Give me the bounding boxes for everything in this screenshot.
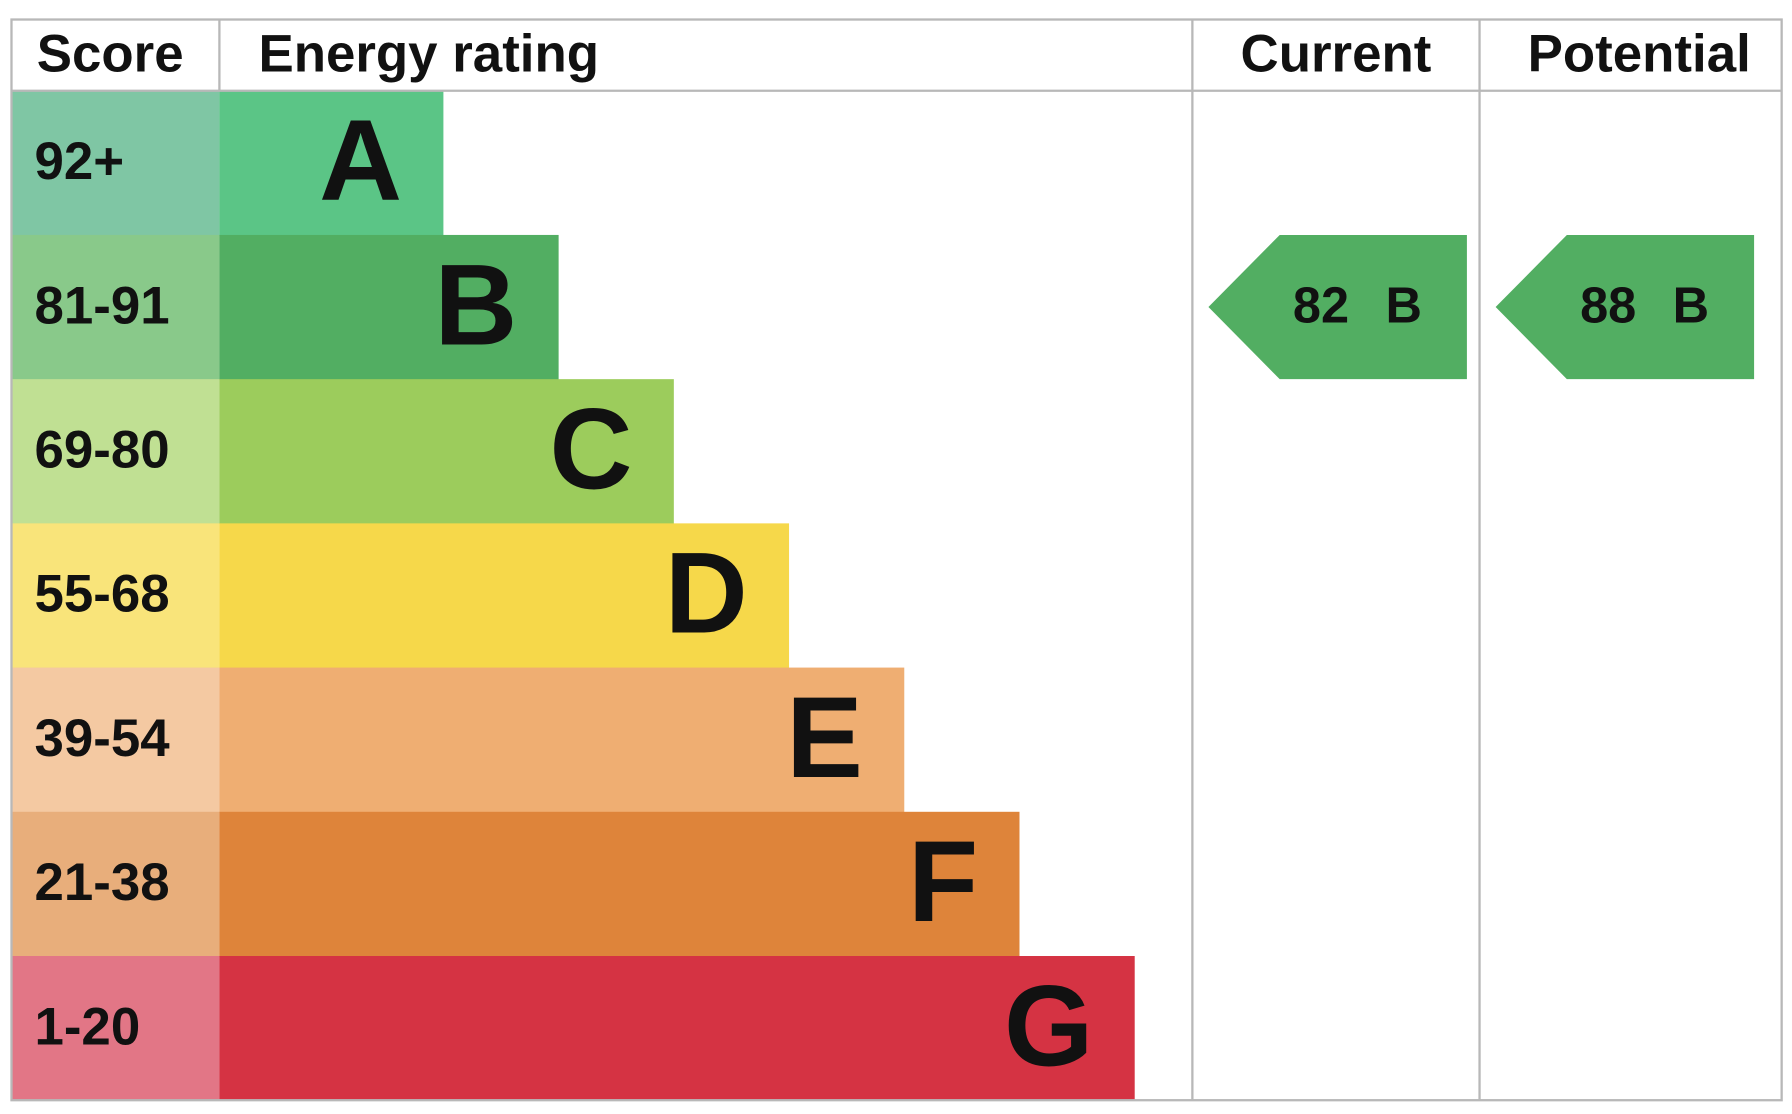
header: Energy rating [258, 24, 599, 83]
score-range: 1-20 [34, 997, 140, 1056]
rating-bar [219, 523, 790, 669]
bands: 92+ A 81-91 B 69-80 C 55-68 D 39-54 E 21-38 F 1-20 G [11, 90, 1135, 1101]
score-range: 81-91 [34, 276, 169, 335]
rating-value: 82 [1293, 277, 1349, 334]
rating-band: B [1385, 277, 1421, 334]
rating-bar [219, 956, 1135, 1101]
rating-letter: E [786, 674, 863, 802]
rating-letter: F [908, 818, 978, 946]
score-range: 39-54 [34, 709, 170, 768]
rating-letter: A [319, 97, 402, 225]
score-range: 69-80 [34, 421, 169, 480]
rating-bar [219, 234, 559, 380]
rating-bar [219, 667, 905, 813]
score-range: 92+ [34, 132, 124, 191]
rating-letter: B [434, 241, 517, 369]
score-cell [11, 234, 220, 380]
rating-value: 88 [1580, 277, 1636, 334]
score-cell [11, 523, 220, 669]
rating-letter: G [1004, 962, 1093, 1090]
rating-bar [219, 379, 674, 524]
rating-arrow [1495, 234, 1755, 380]
header: Current [1241, 24, 1432, 83]
score-range: 21-38 [34, 853, 169, 912]
rating-bar [219, 811, 1020, 957]
rating-letter: C [550, 386, 633, 514]
score-cell [11, 379, 220, 524]
score-cell [11, 90, 220, 236]
score-cell [11, 667, 220, 813]
rating-band: B [1673, 277, 1709, 334]
rating-bar [219, 90, 444, 236]
rating-arrow [1208, 234, 1467, 380]
header: Score [37, 24, 184, 83]
score-cell [11, 811, 220, 957]
score-range: 55-68 [34, 565, 169, 624]
table-lines [10, 18, 1783, 1102]
rating-letter: D [665, 530, 748, 658]
score-cell [11, 956, 220, 1101]
header: Potential [1528, 24, 1751, 83]
